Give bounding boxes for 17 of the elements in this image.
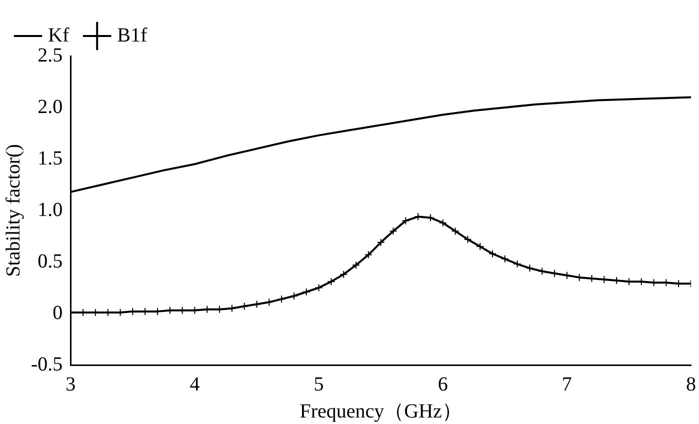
y-axis-title: Stability factor() [2, 144, 24, 277]
x-tick-label: 4 [190, 373, 200, 396]
y-tick-label: 0 [52, 302, 63, 324]
y-tick-label: 2.0 [38, 96, 63, 118]
legend-label: Kf [48, 24, 70, 46]
x-tick-label: 8 [686, 373, 696, 396]
y-tick-label: -0.5 [30, 353, 63, 376]
x-tick-label: 5 [314, 373, 324, 396]
x-axis-title: Frequency（GHz） [300, 400, 462, 422]
y-tick-label: 1.0 [38, 198, 63, 221]
y-tick-label: 2.5 [38, 44, 63, 66]
x-tick-label: 6 [438, 373, 448, 396]
x-tick-label: 3 [66, 373, 76, 396]
y-tick-label: 1.5 [38, 147, 63, 170]
legend-label: B1f [117, 24, 148, 46]
x-tick-label: 7 [562, 373, 572, 396]
y-tick-label: 0.5 [38, 250, 63, 272]
